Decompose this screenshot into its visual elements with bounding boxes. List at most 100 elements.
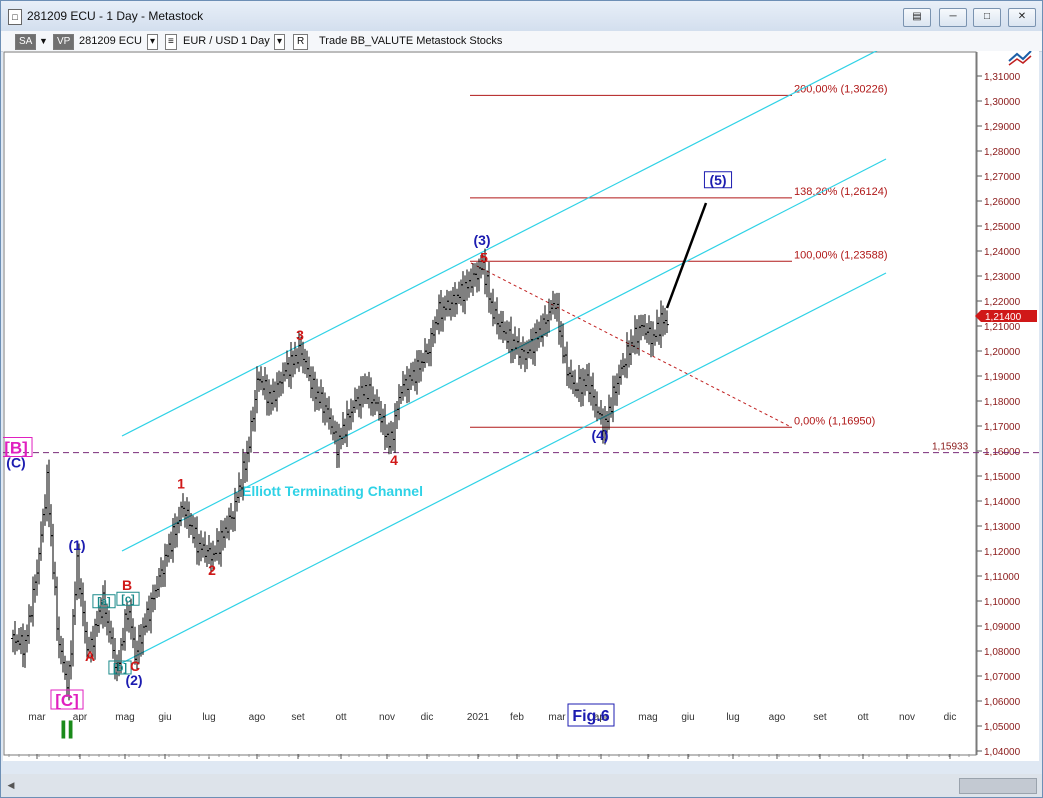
- y-tick-label: 1,05000: [984, 722, 1021, 733]
- x-tick-label: nov: [899, 712, 915, 723]
- x-tick-label: mar: [28, 712, 46, 723]
- wave-label: [b]: [113, 662, 127, 674]
- y-tick-label: 1,19000: [984, 372, 1021, 383]
- y-tick-label: 1,28000: [984, 147, 1021, 158]
- document-icon: □: [8, 9, 22, 25]
- fib-level-label: 100,00% (1,23588): [794, 249, 888, 261]
- last-price-tag: [975, 310, 1037, 322]
- x-tick-label: ago: [769, 712, 786, 723]
- dashed-level-label: 1,15933: [932, 442, 969, 453]
- y-tick-label: 1,04000: [984, 747, 1021, 758]
- price-chart[interactable]: 1,04000 1,05000 1,06000 1,07000 1,08000 1,090…: [0, 44, 1039, 761]
- y-tick-label: 1,23000: [984, 272, 1021, 283]
- wave-label: (C): [6, 454, 25, 470]
- wave-label: 2: [208, 562, 216, 578]
- figure-note-box: [567, 703, 615, 727]
- window-title: 281209 ECU - 1 Day - Metastock: [27, 9, 204, 23]
- chart-svg: 1,04000 1,05000 1,06000 1,07000 1,08000 1,090…: [0, 44, 1039, 759]
- x-tick-label: set: [291, 712, 305, 723]
- pair-label[interactable]: EUR / USD: [183, 35, 239, 47]
- y-tick-label: 1,20000: [984, 347, 1021, 358]
- horizontal-scrollbar[interactable]: ◀: [1, 774, 1042, 797]
- y-tick-label: 1,07000: [984, 672, 1021, 683]
- period-dropdown-icon[interactable]: ▾: [274, 34, 286, 50]
- x-tick-label: ott: [857, 712, 868, 723]
- last-price-label: 1,21400: [985, 312, 1022, 323]
- x-tick-label: ago: [249, 712, 266, 723]
- y-tick-label: 1,22000: [984, 297, 1021, 308]
- x-tick-label: dic: [944, 712, 957, 723]
- symbol-dropdown-icon[interactable]: ▾: [147, 34, 159, 50]
- wave-label: (5): [709, 172, 726, 188]
- wave-label: (2): [125, 672, 142, 688]
- toolbar-tags: Trade BB_VALUTE Metastock Stocks: [319, 35, 503, 47]
- x-tick-label: set: [813, 712, 827, 723]
- y-tick-label: 1,14000: [984, 497, 1021, 508]
- x-tick-label: lug: [202, 712, 215, 723]
- x-tick-label: mag: [115, 712, 134, 723]
- minimize-button[interactable]: ─: [939, 8, 967, 27]
- wave-label: [B]: [4, 439, 28, 458]
- wave-label: 1: [177, 476, 185, 492]
- scroll-left-icon[interactable]: ◀: [7, 780, 15, 790]
- x-tick-label: mar: [548, 712, 566, 723]
- line-studies-icon: [1008, 50, 1032, 62]
- y-tick-label: 1,06000: [984, 697, 1021, 708]
- fib-level-label: 200,00% (1,30226): [794, 83, 888, 95]
- close-button[interactable]: ✕: [1008, 8, 1036, 27]
- x-tick-label: mag: [638, 712, 657, 723]
- title-bar: □ 281209 ECU - 1 Day - Metastock ▤ ─ □ ✕: [1, 1, 1042, 31]
- x-tick-label: ott: [335, 712, 346, 723]
- x-tick-label: lug: [726, 712, 739, 723]
- maximize-button[interactable]: □: [973, 8, 1001, 27]
- x-tick-label: nov: [379, 712, 395, 723]
- x-tick-label: giu: [681, 712, 694, 723]
- wave-label: [C]: [55, 691, 79, 710]
- wave-label: II: [60, 715, 74, 745]
- vp-button[interactable]: VP: [53, 34, 75, 50]
- y-tick-label: 1,08000: [984, 647, 1021, 658]
- x-tick-label: apr: [594, 712, 609, 723]
- y-tick-label: 1,16000: [984, 447, 1021, 458]
- plot-border: [3, 51, 977, 756]
- wave5-projection-line: [665, 202, 708, 309]
- pair-dropdown-icon[interactable]: ≡: [165, 34, 177, 50]
- wave-label-box: [116, 591, 140, 606]
- wave-label: A: [85, 648, 95, 664]
- fib-level-label: 138,20% (1,26124): [794, 186, 888, 198]
- wave-label: (3): [473, 232, 490, 248]
- y-tick-label: 1,30000: [984, 97, 1021, 108]
- y-tick-label: 1,24000: [984, 247, 1021, 258]
- figure-note: Fig.6: [572, 708, 609, 725]
- x-tick-label: giu: [158, 712, 171, 723]
- wave-label: [a]: [97, 596, 111, 608]
- r-button[interactable]: R: [293, 34, 309, 50]
- ohlc-bars: [11, 248, 669, 701]
- channel-line: [121, 272, 887, 664]
- y-tick-label: 1,13000: [984, 522, 1021, 533]
- wave-label: B: [122, 577, 132, 593]
- y-tick-label: 1,18000: [984, 397, 1021, 408]
- x-tick-label: dic: [421, 712, 434, 723]
- symbol-label[interactable]: 281209 ECU: [79, 35, 142, 47]
- y-tick-label: 1,09000: [984, 622, 1021, 633]
- period-label[interactable]: 1 Day: [241, 35, 270, 47]
- y-tick-label: 1,31000: [984, 72, 1021, 83]
- restore-list-button[interactable]: ▤: [903, 8, 931, 27]
- channel-line: [121, 158, 887, 552]
- y-tick-label: 1,12000: [984, 547, 1021, 558]
- channel-label: Elliott Terminating Channel: [242, 483, 423, 499]
- scrollbar-thumb[interactable]: [959, 778, 1037, 794]
- y-tick-label: 1,27000: [984, 172, 1021, 183]
- wave-label: 4: [390, 452, 398, 468]
- y-tick-label: 1,10000: [984, 597, 1021, 608]
- wave-label: (4): [591, 427, 608, 443]
- sa-dropdown-icon[interactable]: ▼: [39, 36, 48, 46]
- y-tick-label: 1,29000: [984, 122, 1021, 133]
- sa-button[interactable]: SA: [15, 34, 37, 50]
- wave-label-box: [108, 660, 132, 675]
- wave-label-box: [50, 689, 84, 710]
- x-tick-label: 2021: [467, 712, 490, 723]
- wave-label: (1): [68, 537, 85, 553]
